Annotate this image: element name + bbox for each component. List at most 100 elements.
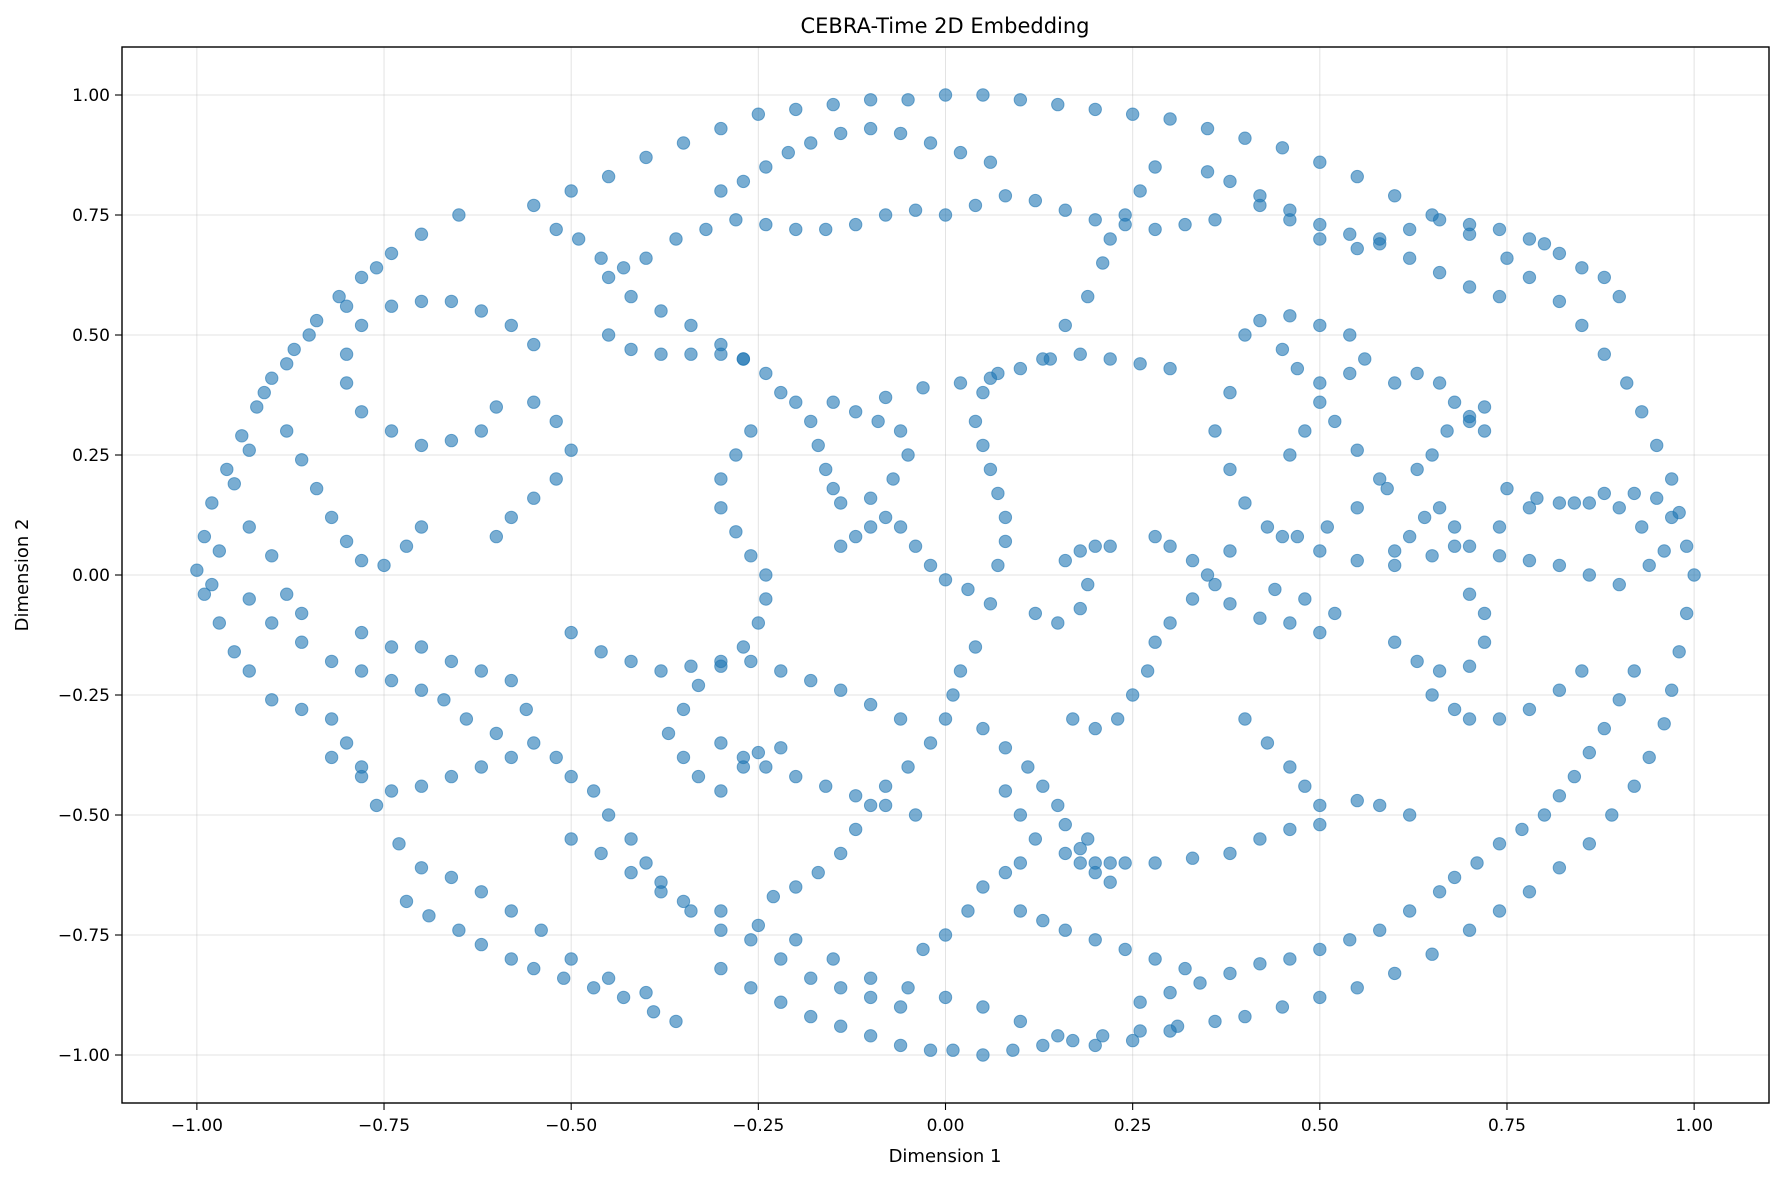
- data-point: [781, 145, 795, 160]
- data-point: [1088, 213, 1102, 227]
- data-point: [639, 251, 653, 265]
- data-point: [302, 328, 316, 342]
- data-point: [826, 97, 840, 112]
- y-tick-label: −0.50: [58, 806, 110, 826]
- data-point: [1110, 712, 1125, 726]
- data-point: [212, 616, 227, 630]
- data-point: [1350, 501, 1364, 515]
- data-point: [938, 88, 953, 102]
- data-point: [1552, 496, 1567, 510]
- data-point: [1664, 510, 1679, 525]
- data-point: [1642, 750, 1656, 765]
- y-axis-label: Dimension 2: [12, 519, 33, 632]
- data-point: [205, 496, 219, 510]
- data-point: [1178, 961, 1192, 976]
- x-tick-label: −0.75: [358, 1116, 410, 1136]
- data-point: [1500, 481, 1514, 496]
- data-point: [1343, 933, 1357, 947]
- data-point: [1283, 309, 1297, 323]
- data-point: [549, 750, 563, 765]
- data-point: [1253, 611, 1267, 625]
- data-point: [527, 198, 541, 213]
- data-point: [265, 371, 279, 385]
- data-point: [916, 942, 930, 957]
- scatter-points: [190, 88, 1701, 1062]
- data-point: [751, 918, 766, 933]
- data-point: [1343, 328, 1357, 342]
- data-point: [1597, 347, 1612, 361]
- data-point: [1387, 544, 1402, 558]
- data-point: [1223, 846, 1237, 861]
- data-point: [1036, 913, 1050, 928]
- data-point: [893, 712, 908, 726]
- data-point: [354, 405, 369, 419]
- data-point: [766, 889, 781, 904]
- data-point: [1627, 664, 1641, 678]
- data-point: [729, 448, 743, 462]
- data-point: [294, 453, 309, 467]
- data-point: [527, 337, 541, 352]
- data-point: [1223, 462, 1237, 477]
- data-point: [1028, 193, 1043, 208]
- data-point: [1373, 798, 1387, 813]
- data-point: [444, 654, 459, 669]
- data-point: [1605, 808, 1619, 822]
- y-axis: −1.00 −0.75 −0.50 −0.25 0.00 0.25 0.50 0.75 1.00: [58, 86, 122, 1066]
- data-point: [983, 155, 998, 169]
- data-point: [961, 904, 975, 918]
- data-point: [280, 587, 294, 601]
- data-point: [1313, 990, 1327, 1005]
- data-point: [654, 347, 668, 361]
- data-point: [1350, 241, 1364, 256]
- data-point: [601, 169, 616, 184]
- data-point: [878, 779, 893, 793]
- y-tick-label: −1.00: [58, 1046, 110, 1066]
- data-point: [1298, 592, 1312, 606]
- data-point: [1208, 1014, 1222, 1029]
- data-point: [819, 779, 833, 793]
- data-point: [1185, 851, 1200, 865]
- data-point: [976, 385, 990, 400]
- data-point: [1058, 817, 1072, 832]
- data-point: [826, 952, 840, 966]
- data-point: [250, 400, 264, 414]
- data-point: [1328, 606, 1342, 621]
- data-point: [444, 294, 459, 309]
- data-point: [504, 750, 518, 765]
- data-point: [789, 933, 803, 947]
- data-point: [1402, 222, 1417, 237]
- data-point: [1462, 659, 1477, 673]
- data-point: [811, 438, 825, 453]
- data-point: [1200, 568, 1215, 582]
- data-point: [504, 904, 518, 918]
- data-point: [833, 981, 848, 995]
- data-point: [1185, 553, 1200, 568]
- y-tick-label: 0.00: [72, 566, 110, 586]
- data-point: [1582, 568, 1597, 582]
- data-point: [474, 937, 489, 952]
- data-point: [1223, 174, 1237, 189]
- data-point: [1036, 352, 1050, 366]
- data-point: [1223, 597, 1237, 611]
- data-point: [1522, 885, 1537, 899]
- data-point: [998, 534, 1013, 549]
- data-point: [1283, 448, 1297, 462]
- data-point: [991, 558, 1005, 573]
- data-point: [654, 885, 668, 899]
- data-point: [1148, 856, 1162, 870]
- data-point: [1208, 213, 1222, 227]
- data-point: [684, 659, 698, 673]
- data-point: [744, 654, 758, 669]
- data-point: [751, 745, 766, 760]
- data-point: [1208, 577, 1222, 592]
- data-point: [339, 376, 354, 390]
- data-point: [938, 573, 953, 587]
- data-point: [564, 769, 578, 784]
- data-point: [1223, 385, 1237, 400]
- data-point: [1253, 189, 1267, 203]
- data-point: [654, 304, 668, 318]
- data-point: [714, 501, 728, 515]
- data-point: [1058, 318, 1072, 333]
- data-point: [1275, 342, 1290, 357]
